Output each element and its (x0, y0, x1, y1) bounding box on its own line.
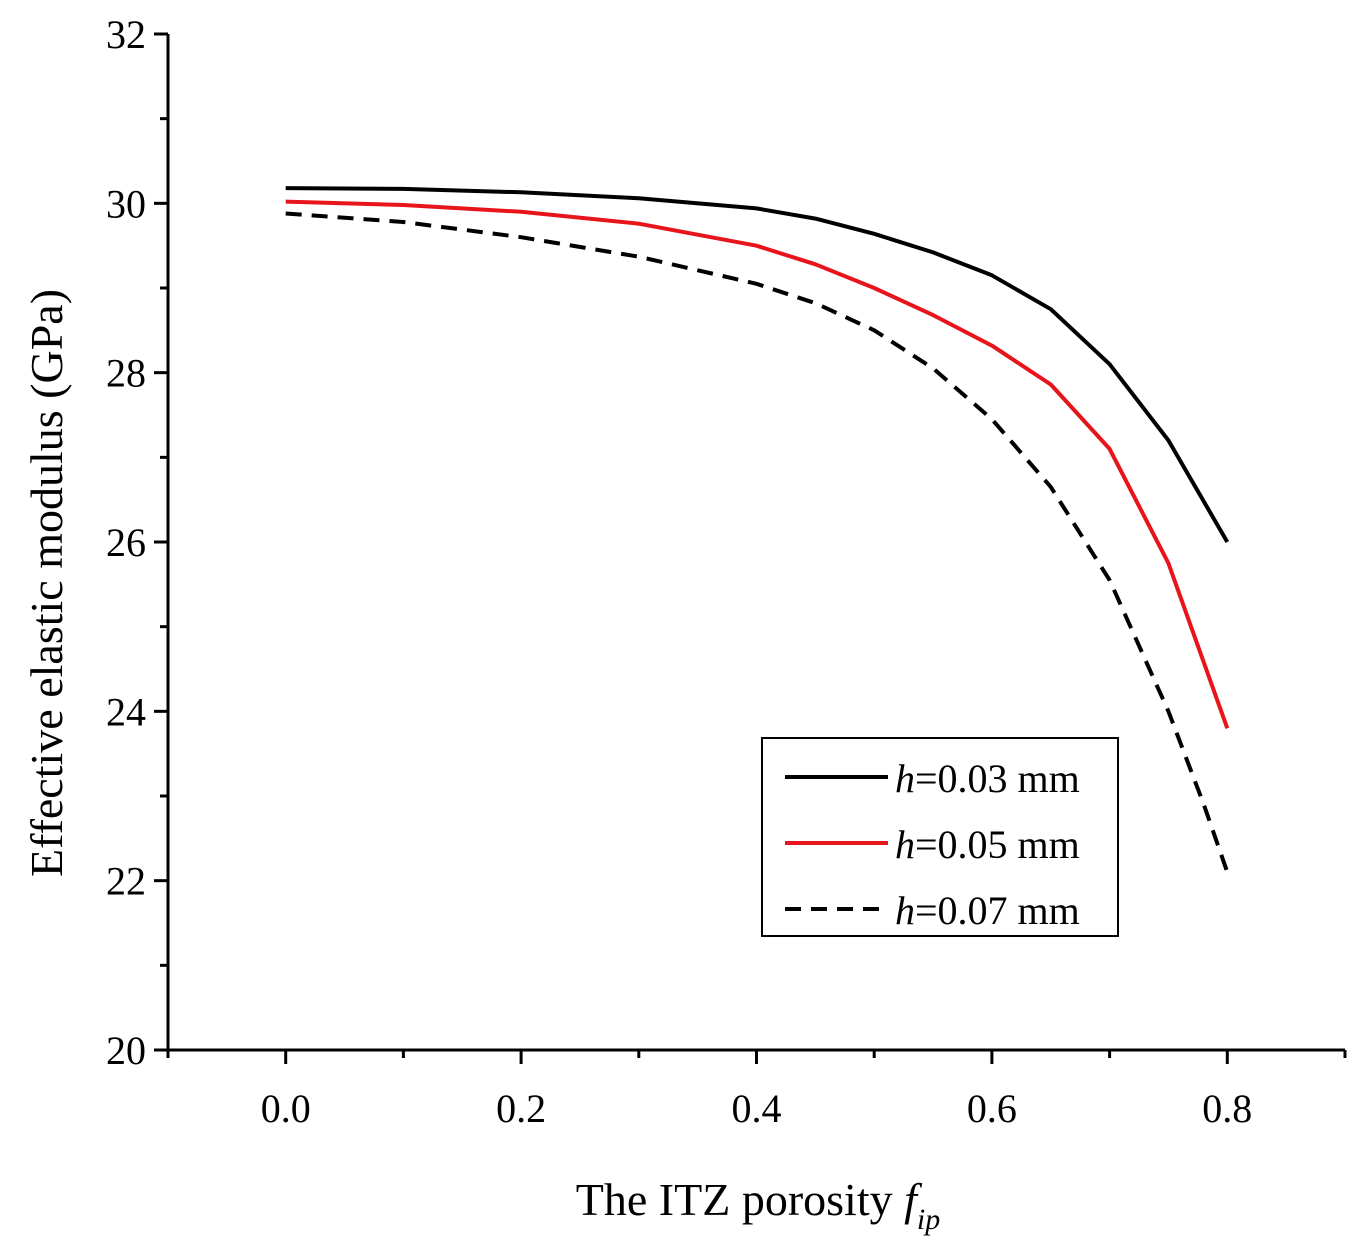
y-tick-label: 32 (106, 12, 146, 57)
x-tick-label: 0.6 (967, 1086, 1017, 1131)
y-tick-label: 24 (106, 689, 146, 734)
legend-label-0: h=0.03 mm (895, 756, 1080, 801)
y-tick-label: 28 (106, 351, 146, 396)
legend-rest-0: =0.03 mm (915, 756, 1080, 801)
legend-rest-1: =0.05 mm (915, 822, 1080, 867)
legend-symbol-2: h (895, 888, 915, 933)
series-line-2 (285, 211, 1230, 873)
x-axis-title-subscript: ip (917, 1203, 940, 1236)
legend-symbol-1: h (895, 822, 915, 867)
x-tick-label: 0.0 (261, 1086, 311, 1131)
x-tick-label: 0.2 (496, 1086, 546, 1131)
legend-box (761, 737, 1119, 937)
axes (154, 32, 1347, 1064)
y-tick-label: 30 (106, 181, 146, 226)
x-tick-label: 0.8 (1202, 1086, 1252, 1131)
legend-label-2: h=0.07 mm (895, 888, 1080, 933)
y-tick-label: 20 (106, 1028, 146, 1073)
x-axis-title: The ITZ porosity fip (576, 1174, 940, 1236)
series-line-1 (285, 199, 1230, 729)
legend-symbol-0: h (895, 756, 915, 801)
y-tick-label: 22 (106, 859, 146, 904)
legend: h=0.03 mm h=0.05 mm h=0.07 mm (761, 737, 1119, 937)
tick-labels: 20 22 24 26 28 30 32 0.0 0.2 0.4 0.6 0.8 (106, 12, 1252, 1131)
series-line-0 (285, 186, 1230, 544)
y-axis-title: Effective elastic modulus (GPa) (21, 289, 72, 877)
x-tick-label: 0.4 (732, 1086, 782, 1131)
legend-rest-2: =0.07 mm (915, 888, 1080, 933)
legend-label-1: h=0.05 mm (895, 822, 1080, 867)
x-axis-title-text: The ITZ porosity (576, 1174, 904, 1225)
y-tick-label: 26 (106, 520, 146, 565)
plot-lines (285, 186, 1230, 873)
